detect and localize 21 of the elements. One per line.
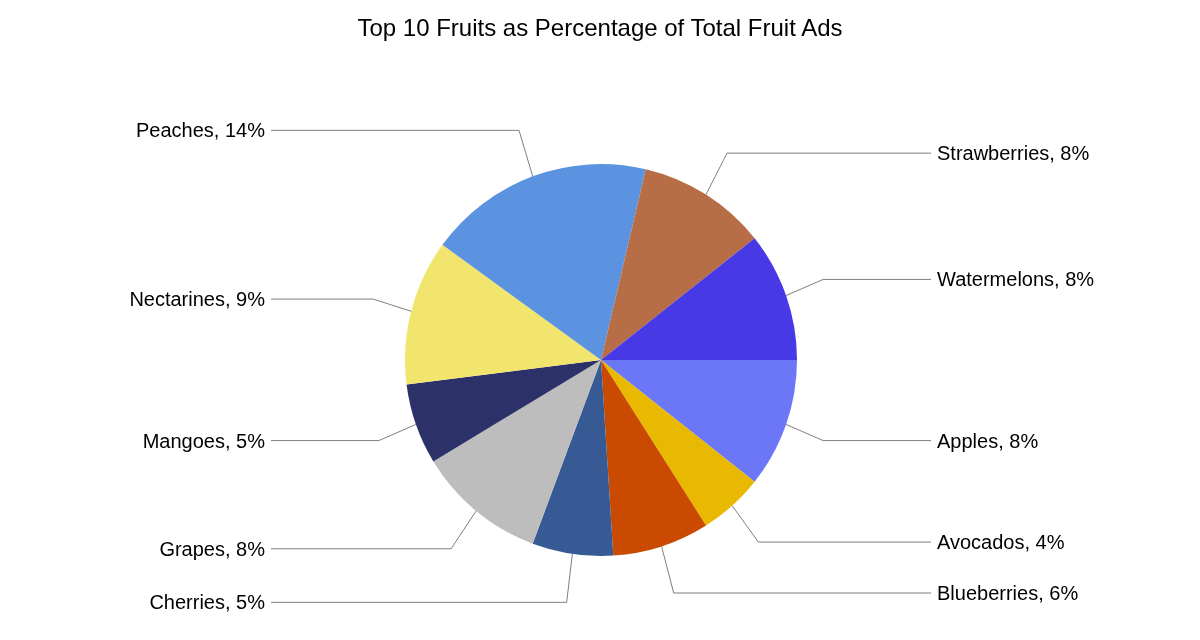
slice-label: Watermelons, 8% — [937, 268, 1095, 291]
pie-slice — [406, 360, 601, 462]
pie-slice — [601, 360, 755, 526]
pie-slice — [442, 164, 646, 360]
slice-label: Mangoes, 5% — [142, 429, 266, 452]
pie-slice — [601, 360, 797, 482]
slice-label: Strawberries, 8% — [937, 142, 1090, 165]
pie-slice — [601, 360, 707, 556]
pie-slice — [601, 169, 755, 360]
pie-slice — [433, 360, 601, 544]
slice-label: Avocados, 4% — [937, 531, 1065, 554]
chart-title: Top 10 Fruits as Percentage of Total Fruit Ads — [356, 13, 844, 43]
slice-label: Blueberries, 6% — [937, 582, 1079, 605]
slice-label: Grapes, 8% — [159, 537, 266, 560]
slice-label: Nectarines, 9% — [129, 288, 266, 311]
slice-label: Apples, 8% — [937, 429, 1039, 452]
pie-slice — [532, 360, 614, 556]
pie-slice — [405, 244, 601, 385]
pie-slice — [601, 238, 797, 360]
slice-label: Peaches, 14% — [136, 119, 266, 142]
slice-label: Cherries, 5% — [149, 591, 266, 614]
